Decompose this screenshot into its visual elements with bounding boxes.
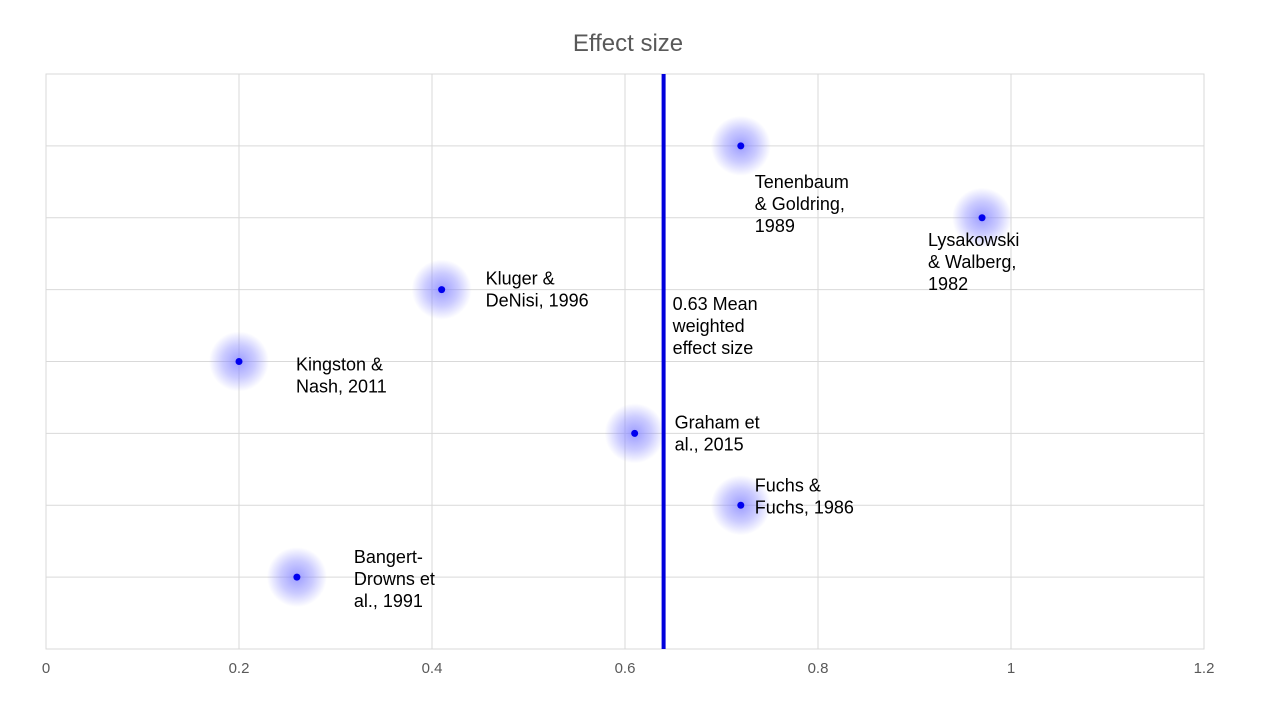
point-label: & Goldring, <box>755 194 845 214</box>
x-tick-label: 1.2 <box>1194 660 1215 677</box>
point-label: & Walberg, <box>928 252 1016 272</box>
x-tick-label: 0.2 <box>229 660 250 677</box>
x-tick-label: 0.4 <box>422 660 443 677</box>
plot-area-border <box>45 73 1205 650</box>
data-points <box>235 142 986 581</box>
point-label: Kluger & <box>486 269 555 289</box>
mean-line-label: 0.63 Mean <box>673 294 758 314</box>
data-point <box>737 501 745 509</box>
point-label: Bangert- <box>354 547 423 567</box>
point-label: 1989 <box>755 216 795 236</box>
data-point <box>235 358 243 365</box>
point-label: Nash, 2011 <box>296 377 387 397</box>
data-point <box>631 429 639 437</box>
x-tick-label: 0.6 <box>615 660 636 677</box>
point-label: Tenenbaum <box>755 172 849 192</box>
point-label: 1982 <box>928 274 968 294</box>
data-point <box>978 214 986 222</box>
point-label: DeNisi, 1996 <box>486 291 589 311</box>
mean-line-label: weighted <box>672 316 745 336</box>
x-axis-ticks: 0 0.2 0.4 0.6 0.8 1 1.2 <box>42 660 1215 677</box>
point-label: Lysakowski <box>928 230 1019 250</box>
data-point <box>293 573 301 581</box>
chart-title: Effect size <box>572 30 684 57</box>
data-point <box>737 142 745 150</box>
point-label: Fuchs, 1986 <box>755 497 854 517</box>
point-label: al., 1991 <box>354 591 423 611</box>
point-label: Graham et <box>675 412 760 432</box>
x-tick-label: 0.8 <box>808 660 829 677</box>
x-tick-label: 0 <box>42 660 50 677</box>
data-point <box>438 286 446 294</box>
point-label: Drowns et <box>354 569 435 589</box>
point-label: Fuchs & <box>755 475 821 495</box>
x-tick-label: 1 <box>1007 660 1015 677</box>
point-label: Kingston & <box>296 355 383 375</box>
point-labels: Tenenbaum& Goldring,1989 Lysakowski& Walb… <box>296 172 1019 611</box>
mean-line-label: effect size <box>673 338 754 358</box>
point-label: al., 2015 <box>675 434 744 454</box>
